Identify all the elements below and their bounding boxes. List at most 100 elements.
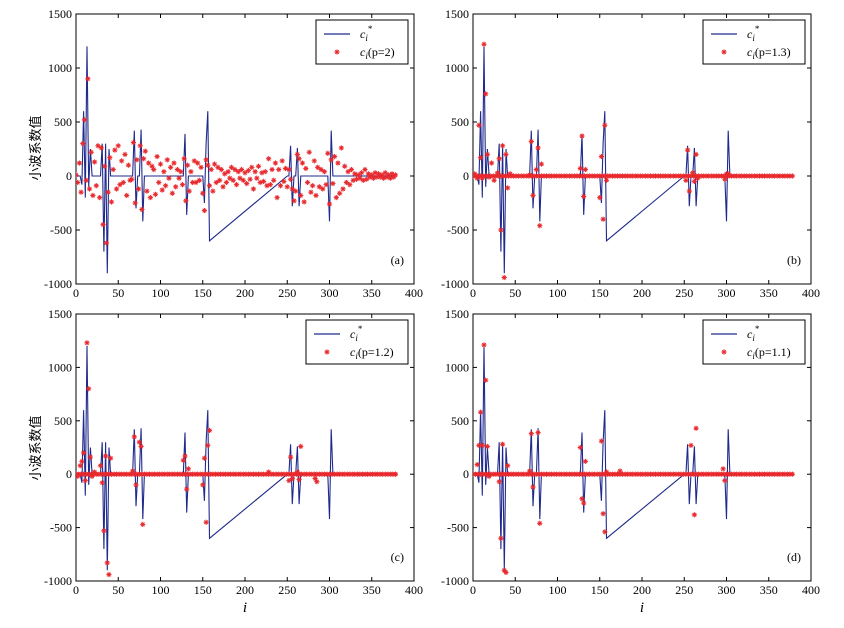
star-stroke	[83, 178, 89, 183]
estimate-marker	[537, 520, 543, 526]
estimate-marker	[476, 122, 482, 128]
estimate-marker	[296, 476, 302, 483]
star-stroke	[119, 158, 124, 164]
star-stroke	[290, 186, 295, 192]
star-stroke	[90, 193, 96, 198]
estimate-marker	[107, 155, 113, 161]
estimate-marker	[266, 156, 272, 162]
star-stroke	[232, 167, 238, 172]
y-tick-label: 1500	[445, 7, 469, 21]
estimate-marker	[598, 153, 605, 160]
star-stroke	[130, 468, 135, 474]
star-stroke	[505, 463, 510, 468]
star-stroke	[503, 570, 509, 575]
star-stroke	[478, 410, 483, 415]
estimate-marker	[598, 438, 605, 444]
star-stroke	[105, 190, 111, 195]
estimate-marker	[205, 442, 211, 448]
x-tick-label: 50	[509, 583, 521, 597]
star-stroke	[165, 157, 170, 162]
star-stroke	[599, 438, 604, 444]
star-stroke	[498, 536, 504, 541]
x-tick-label: 250	[675, 583, 693, 597]
star-stroke	[158, 161, 163, 167]
estimate-marker	[137, 143, 143, 149]
star-stroke	[209, 167, 214, 172]
plot-area	[473, 41, 796, 281]
estimate-marker	[293, 188, 299, 194]
estimate-marker	[119, 158, 125, 164]
x-tick-label: 300	[321, 286, 339, 300]
estimate-marker	[581, 193, 587, 200]
legend: ci* ci(p=1.2)	[305, 319, 409, 365]
star-stroke	[220, 184, 226, 189]
estimate-marker	[335, 160, 341, 166]
estimate-markers	[76, 340, 399, 578]
legend-box	[315, 19, 409, 65]
estimate-marker	[254, 175, 260, 181]
star-stroke	[307, 150, 312, 155]
star-stroke	[295, 152, 300, 157]
star-stroke	[583, 167, 588, 172]
star-stroke	[122, 152, 128, 157]
star-stroke	[721, 49, 727, 55]
estimate-marker	[600, 216, 606, 222]
star-stroke	[312, 476, 318, 481]
estimate-marker	[249, 164, 255, 170]
star-stroke	[369, 172, 374, 178]
star-stroke	[100, 480, 105, 485]
y-tick-label: -1000	[441, 277, 469, 291]
estimate-marker	[99, 480, 105, 486]
estimate-marker	[325, 150, 331, 156]
star-stroke	[529, 431, 534, 436]
star-stroke	[537, 223, 542, 228]
star-stroke	[249, 165, 254, 170]
star-stroke	[254, 175, 260, 181]
estimate-marker	[98, 145, 104, 151]
estimate-marker	[313, 192, 319, 199]
star-stroke	[108, 456, 113, 461]
estimate-marker	[362, 166, 368, 173]
x-tick-label: 250	[278, 583, 296, 597]
panel-tag: (c)	[391, 550, 404, 564]
star-stroke	[300, 160, 305, 166]
star-stroke	[225, 169, 231, 174]
star-stroke	[278, 183, 283, 188]
star-stroke	[77, 160, 82, 166]
star-stroke	[537, 521, 542, 526]
star-stroke	[485, 152, 490, 157]
estimate-marker	[104, 560, 110, 566]
star-stroke	[325, 151, 330, 156]
star-stroke	[149, 164, 155, 169]
estimate-marker	[201, 207, 208, 214]
estimate-marker	[162, 183, 169, 189]
star-stroke	[502, 568, 507, 573]
estimate-marker	[579, 133, 585, 139]
x-tick-label: 200	[633, 583, 651, 597]
star-stroke	[579, 496, 585, 501]
x-tick-label: 100	[549, 583, 567, 597]
star-stroke	[296, 156, 302, 161]
x-tick-label: 400	[405, 583, 423, 597]
estimate-marker	[157, 161, 164, 167]
star-stroke	[475, 462, 480, 467]
estimate-marker	[617, 468, 623, 474]
x-axis-label-left: i	[243, 600, 247, 616]
star-stroke	[617, 468, 623, 474]
estimate-marker	[112, 147, 118, 153]
estimate-marker	[345, 169, 351, 175]
estimate-marker	[503, 569, 509, 576]
x-tick-label: 350	[760, 286, 778, 300]
legend: ci* ci(p=2)	[315, 19, 409, 65]
estimate-marker	[220, 184, 226, 190]
legend-label-estimate: ci(p=1.1)	[747, 345, 791, 361]
star-stroke	[148, 195, 153, 200]
star-stroke	[234, 182, 239, 187]
estimate-marker	[316, 184, 322, 190]
star-stroke	[97, 195, 102, 200]
star-stroke	[352, 171, 358, 177]
estimate-marker	[83, 177, 89, 183]
star-stroke	[376, 171, 381, 177]
estimate-marker	[277, 183, 284, 189]
star-stroke	[94, 183, 99, 188]
